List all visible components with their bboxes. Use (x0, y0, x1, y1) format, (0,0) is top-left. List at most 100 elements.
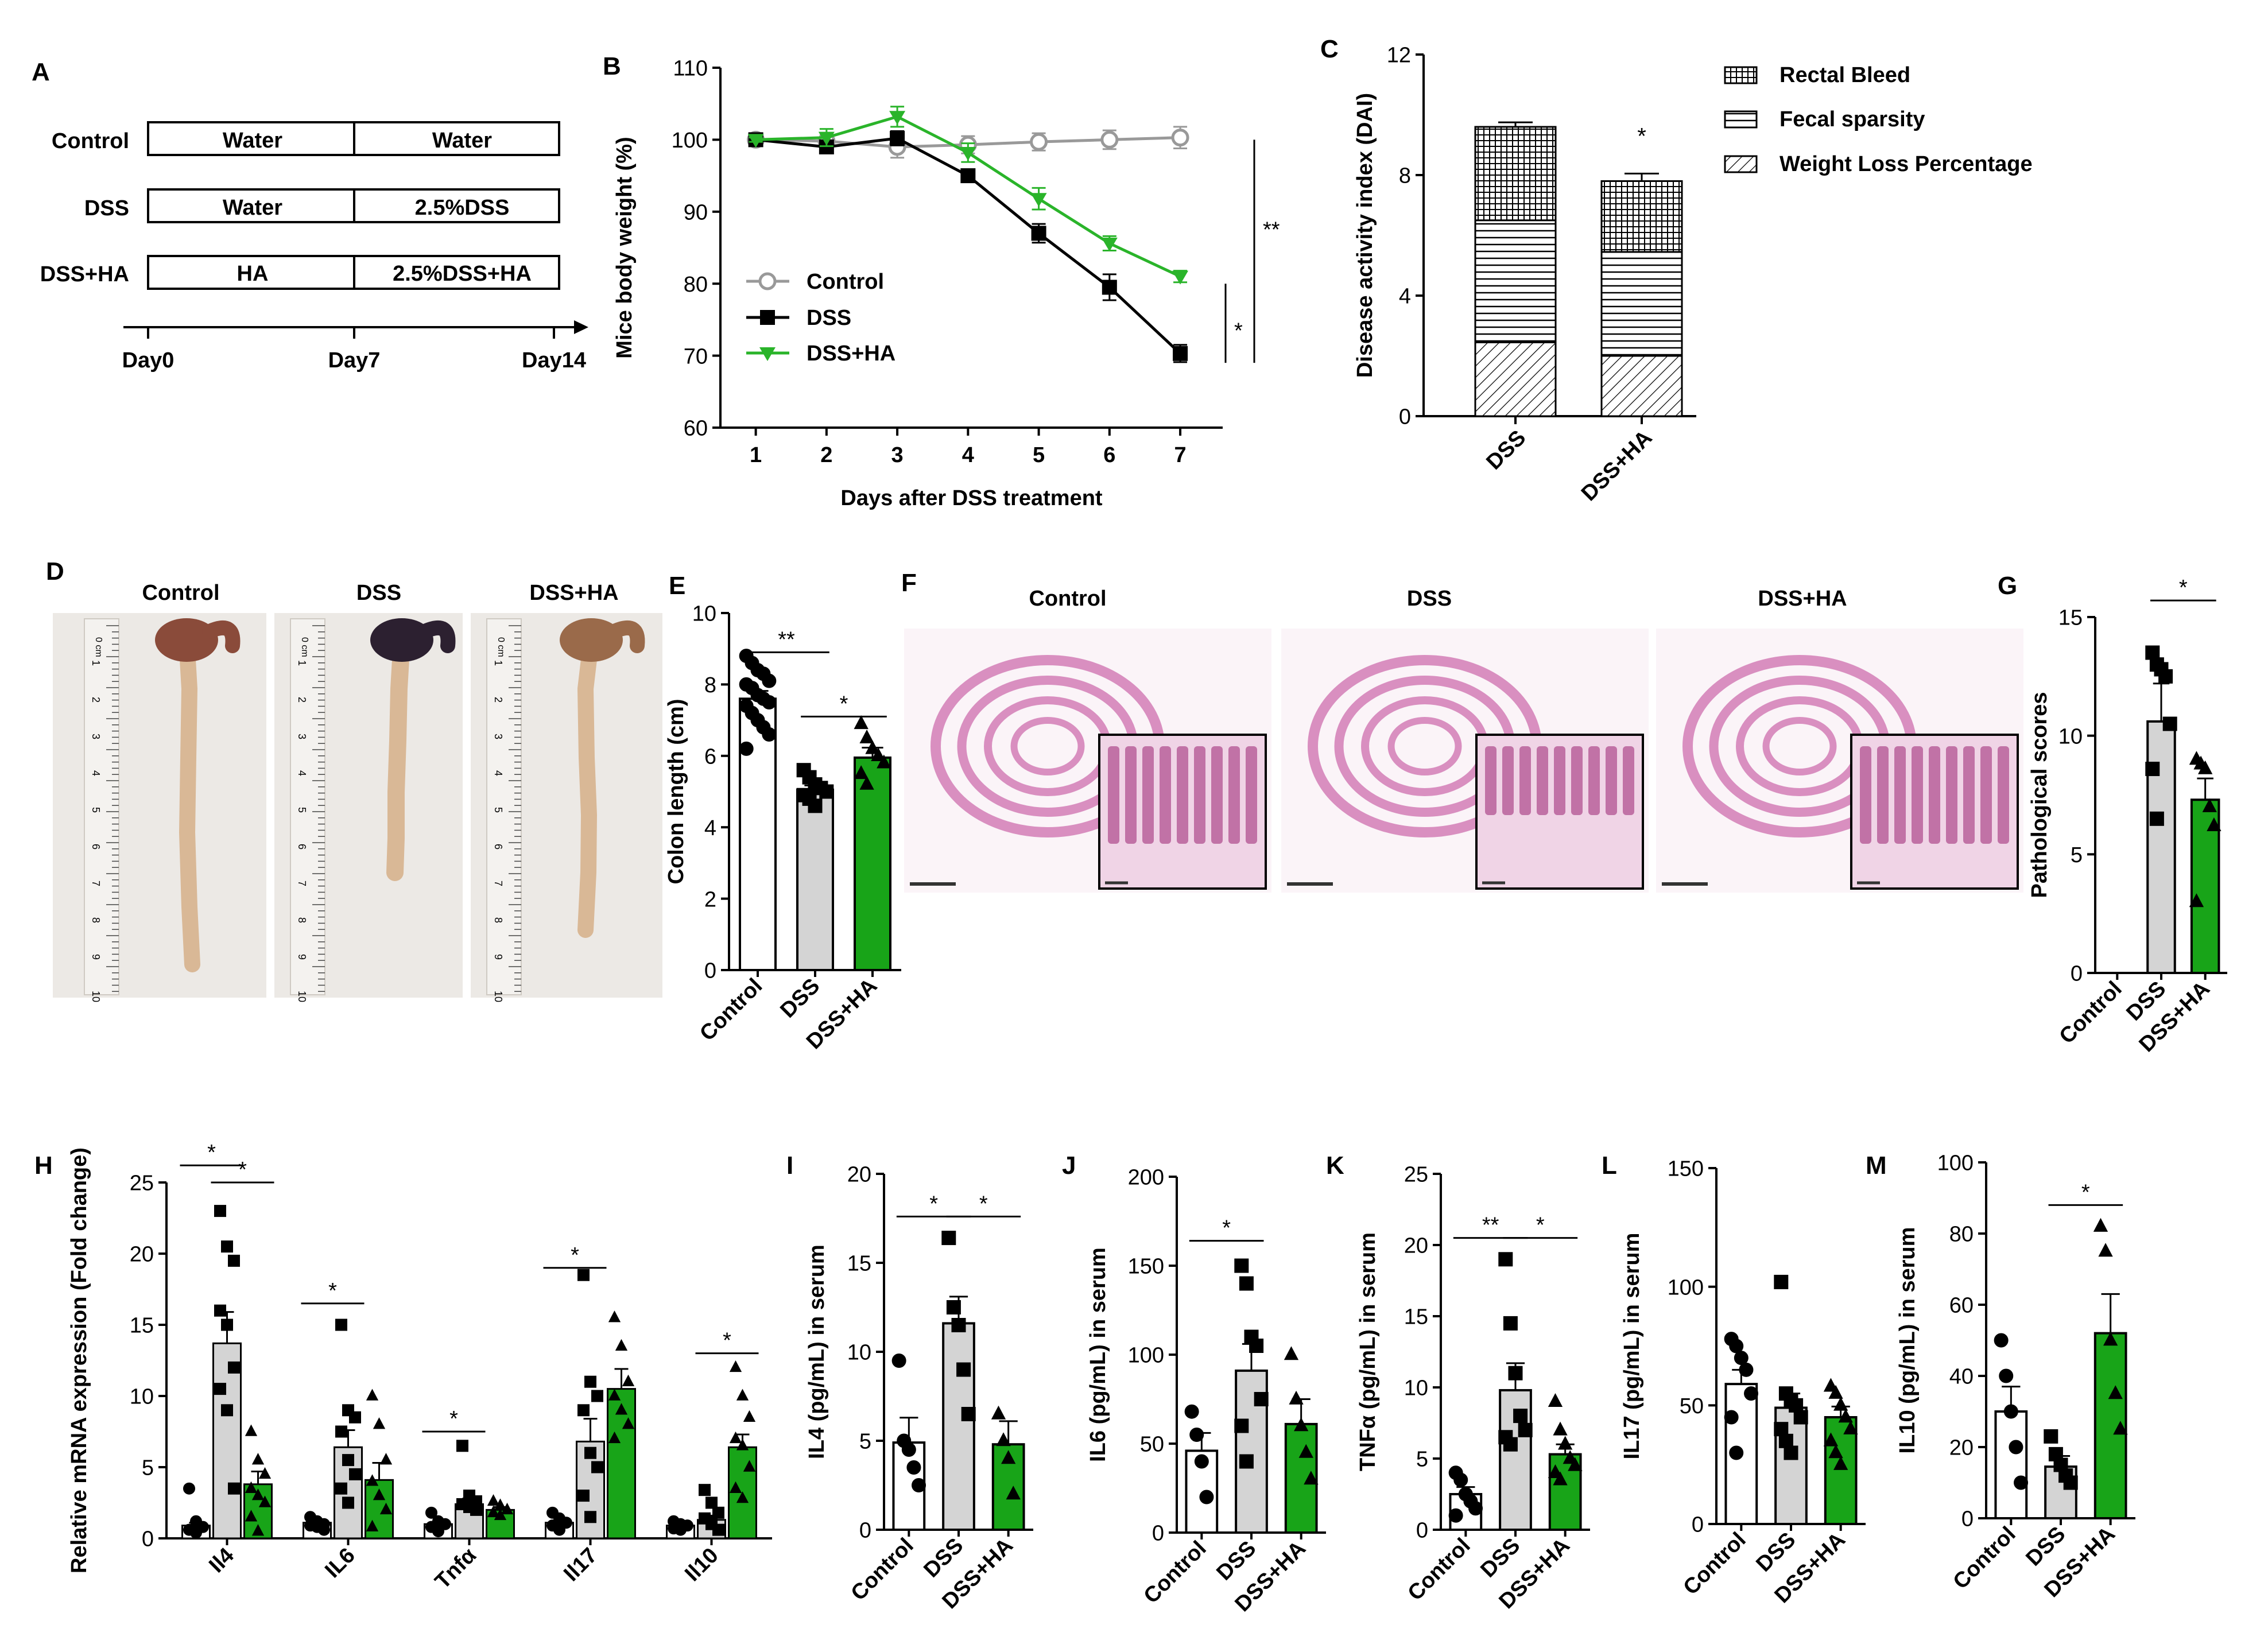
x-tick-label: Control (846, 1534, 918, 1606)
legend-swatch (1724, 110, 1758, 129)
ruler-number: 2 (296, 697, 308, 703)
significance-label: * (1536, 1213, 1545, 1238)
ruler-number: 2 (90, 697, 102, 703)
x-tick-label: 6 (1103, 443, 1115, 467)
ruler-number: 10 (90, 991, 102, 1002)
data-point (1184, 1404, 1199, 1419)
data-point (906, 1460, 921, 1475)
crypt (1623, 746, 1634, 815)
data-point (1729, 1339, 1744, 1354)
x-tick-label: Control (1139, 1537, 1211, 1608)
panel-a-design: Control Water Water DSS Water 2.5%DSS DS… (40, 121, 588, 373)
stack-segment-Rectal Bleed (1474, 126, 1557, 222)
design-phase1-control: Water (223, 129, 282, 153)
legend-label: DSS (807, 306, 851, 330)
significance-label: * (1234, 319, 1243, 343)
data-point (1189, 1428, 1204, 1442)
data-point (379, 1502, 393, 1515)
data-point (2093, 1217, 2108, 1232)
data-point (342, 1496, 354, 1509)
significance-label: * (207, 1141, 216, 1165)
data-point (591, 1461, 603, 1473)
y-tick-label: 20 (1404, 1234, 1428, 1258)
data-point (228, 1482, 240, 1495)
x-tick-label: Il17 (559, 1544, 602, 1587)
y-tick-label: 6 (704, 744, 716, 769)
data-point (1828, 1385, 1843, 1399)
data-point (747, 134, 764, 148)
ruler-number: 9 (493, 954, 504, 960)
data-point (1823, 1378, 1839, 1392)
data-point (615, 1339, 628, 1351)
legend-label: Fecal sparsity (1779, 107, 1925, 131)
significance-label: * (979, 1192, 988, 1216)
y-tick-label: 20 (1949, 1436, 1974, 1460)
x-tick-label: Il4 (204, 1544, 239, 1578)
cecum-tail (202, 620, 241, 653)
histology-label-dss-ha: DSS+HA (1758, 587, 1847, 611)
data-point (739, 741, 754, 756)
y-tick-label: 80 (1949, 1223, 1974, 1247)
data-point (1784, 1445, 1798, 1460)
data-point (960, 146, 976, 161)
data-point (1793, 1410, 1808, 1425)
y-tick-label: 4 (704, 816, 716, 840)
photo-label-dss: DSS (356, 581, 401, 605)
data-point (859, 775, 874, 790)
data-point (221, 1404, 233, 1417)
y-tick-label: 5 (859, 1430, 871, 1454)
data-point (258, 1495, 272, 1507)
y-tick-label: 20 (847, 1163, 871, 1187)
data-point (622, 1417, 635, 1429)
y-axis-title: IL6 (pg/mL) in serum (1086, 1247, 1110, 1462)
y-tick-label: 40 (1949, 1365, 1974, 1389)
panel-d-colon-photos: Control DSS DSS+HA 0 cm 1 2 3 4 5 6 7 8 9 10 0 cm 1 2… (53, 581, 662, 1002)
data-point (228, 1254, 240, 1267)
data-point (577, 1269, 590, 1281)
crypt (1108, 746, 1119, 844)
data-point (819, 784, 834, 799)
data-point (577, 1490, 590, 1502)
crypt (1588, 746, 1600, 815)
data-point (501, 1502, 514, 1515)
data-point (560, 1517, 572, 1529)
data-point (373, 1417, 386, 1429)
data-point (1503, 1437, 1518, 1452)
data-point (373, 1488, 386, 1500)
data-point (762, 727, 777, 742)
significance-label: * (2081, 1180, 2090, 1204)
data-point (1518, 1422, 1533, 1437)
data-point (1823, 1432, 1839, 1447)
panel-letter-g: G (1998, 572, 2017, 600)
y-tick-label: 10 (847, 1341, 871, 1365)
ruler-number: 10 (493, 991, 504, 1002)
data-point (553, 1523, 565, 1536)
stack-segment-Fecal sparsity (1474, 219, 1557, 343)
data-point (2098, 1243, 2113, 1257)
x-tick-label: DSS (1482, 426, 1530, 475)
x-tick-label: 3 (891, 443, 904, 467)
data-point (335, 1482, 347, 1495)
x-tick-label: Control (1403, 1534, 1475, 1606)
crypt (1125, 746, 1137, 844)
data-point (991, 1405, 1006, 1420)
legend-marker (760, 310, 775, 325)
crypt (1519, 746, 1531, 815)
data-point (2149, 811, 2164, 826)
data-point (1729, 1445, 1744, 1460)
data-point (891, 1354, 906, 1368)
crypt (1929, 746, 1940, 844)
data-point (1453, 1472, 1468, 1487)
data-point (877, 754, 891, 769)
x-tick-label: DSS+HA (1577, 426, 1657, 506)
y-tick-label: 0 (1961, 1507, 1974, 1531)
data-point (1030, 193, 1047, 207)
y-tick-label: 5 (2071, 843, 2083, 867)
panel-letter-e: E (669, 572, 685, 600)
y-axis-title: IL17 (pg/mL) in serum (1620, 1233, 1644, 1460)
data-point (705, 1496, 718, 1509)
crypt (1177, 746, 1188, 844)
data-point (712, 1506, 724, 1519)
